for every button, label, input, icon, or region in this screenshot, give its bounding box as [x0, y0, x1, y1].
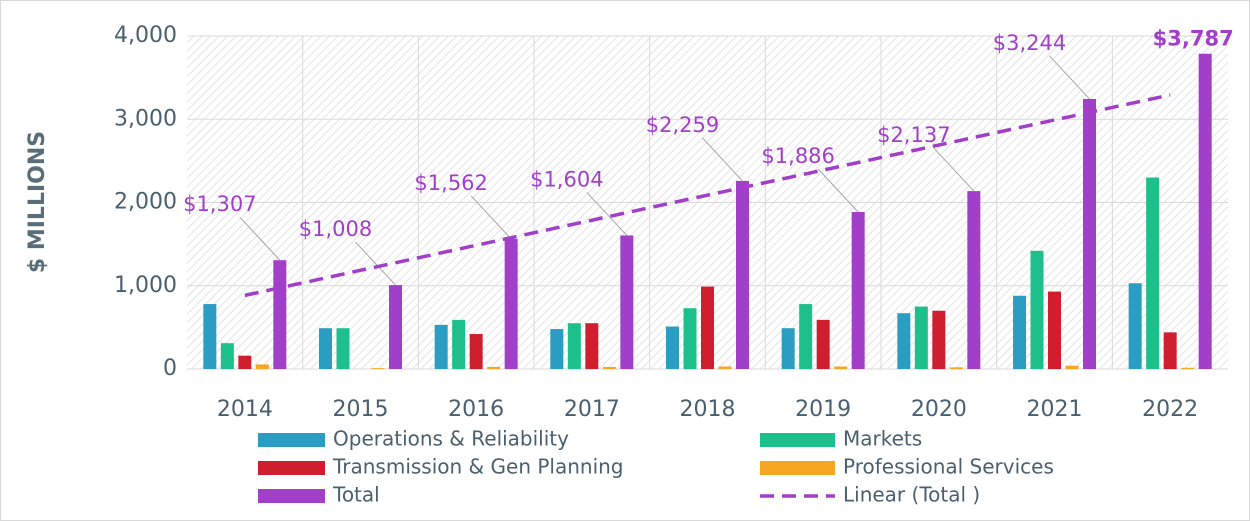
legend-swatch	[258, 461, 325, 475]
x-tick-label: 2020	[911, 397, 967, 422]
trend-line	[244, 93, 1171, 298]
leader-line	[702, 137, 743, 182]
x-tick-label: 2014	[217, 397, 273, 422]
bar	[487, 366, 501, 369]
bar	[932, 310, 946, 369]
bar	[799, 304, 813, 369]
bar	[666, 326, 679, 369]
bar	[851, 211, 865, 369]
bar	[1163, 332, 1177, 369]
bar	[834, 366, 848, 369]
bar	[620, 235, 634, 369]
legend-label: Transmission & Gen Planning	[332, 455, 624, 479]
bar	[816, 319, 830, 369]
bar	[701, 286, 714, 369]
bar	[1065, 365, 1079, 369]
x-tick-label: 2015	[333, 397, 389, 422]
bar	[1030, 250, 1044, 369]
bar	[550, 329, 564, 369]
bar	[1083, 98, 1096, 369]
bar	[238, 355, 252, 369]
x-tick-label: 2018	[680, 397, 736, 422]
bar	[567, 323, 581, 369]
bar	[781, 328, 795, 369]
bar	[371, 368, 385, 369]
bar	[203, 304, 217, 369]
y-tick-label: 0	[163, 356, 177, 381]
y-tick-label: 2,000	[114, 190, 177, 215]
bar	[452, 319, 466, 369]
leader-line	[1049, 55, 1090, 100]
bar	[683, 308, 697, 369]
data-label: $1,562	[414, 171, 487, 195]
x-tick-label: 2016	[448, 397, 504, 422]
bar	[255, 364, 269, 369]
leader-line	[239, 216, 281, 261]
bar	[967, 191, 981, 369]
legend-label: Linear (Total )	[843, 483, 980, 507]
x-tick-label: 2017	[564, 397, 620, 422]
bar	[1181, 367, 1195, 369]
bar	[336, 328, 350, 369]
bar	[602, 366, 616, 369]
x-tick-label: 2021	[1027, 397, 1083, 422]
y-tick-label: 1,000	[114, 273, 177, 298]
bar	[273, 260, 287, 369]
legend-swatch	[760, 433, 835, 447]
leader-line	[933, 147, 975, 192]
bar	[718, 366, 732, 369]
data-label: $1,307	[183, 192, 256, 216]
x-tick-label: 2019	[795, 397, 851, 422]
leader-line	[586, 192, 628, 236]
y-tick-label: 3,000	[114, 106, 177, 131]
bar	[1146, 177, 1160, 369]
leader-line	[817, 168, 859, 213]
legend-swatch	[258, 433, 325, 447]
x-tick-label: 2022	[1142, 397, 1198, 422]
data-label: $2,137	[877, 123, 950, 147]
bar	[319, 328, 332, 369]
legend-label: Operations & Reliability	[333, 427, 569, 451]
data-label: $2,259	[646, 113, 719, 137]
data-label: $3,787	[1153, 27, 1234, 51]
leader-line	[470, 195, 512, 240]
data-label: $1,886	[761, 144, 834, 168]
legend-swatch	[258, 489, 325, 503]
legend-label: Markets	[843, 427, 922, 451]
y-tick-label: 4,000	[114, 23, 177, 48]
bar	[1128, 283, 1142, 369]
bar	[1198, 53, 1212, 370]
legend-swatch	[760, 461, 835, 475]
bar	[434, 324, 448, 369]
bar	[949, 367, 963, 369]
bar	[914, 306, 928, 369]
bar	[1013, 295, 1026, 369]
bar	[220, 343, 234, 369]
legend-label: Total	[332, 483, 380, 507]
data-label: $1,008	[299, 217, 372, 241]
bar	[504, 238, 518, 369]
bar	[1048, 291, 1061, 369]
legend-label: Professional Services	[843, 455, 1054, 479]
bar	[389, 285, 402, 369]
data-label: $1,604	[530, 167, 603, 191]
y-axis-label: $ MILLIONS	[25, 131, 50, 273]
bar	[585, 323, 599, 369]
data-label: $3,244	[993, 31, 1066, 55]
bar	[736, 180, 749, 369]
leader-line	[355, 241, 396, 286]
bar	[897, 313, 911, 369]
bar	[469, 334, 483, 369]
